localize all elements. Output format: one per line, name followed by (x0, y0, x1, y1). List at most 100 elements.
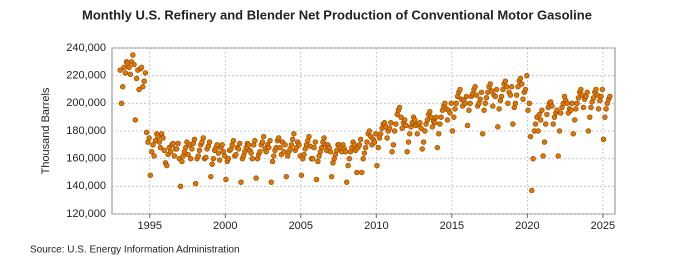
data-point (603, 106, 609, 112)
data-point (210, 155, 217, 162)
data-point (537, 117, 544, 123)
data-point (539, 107, 545, 113)
data-point (598, 93, 604, 100)
data-point (419, 146, 425, 152)
data-point (432, 119, 438, 126)
data-point (542, 121, 549, 127)
data-point (442, 100, 448, 107)
data-point (433, 114, 439, 120)
data-point (578, 86, 584, 93)
data-point (508, 84, 515, 90)
data-point (156, 139, 162, 145)
data-point (375, 144, 382, 151)
data-point (117, 67, 123, 73)
data-point (564, 100, 570, 107)
data-point (405, 139, 412, 145)
x-tick-label: 2015 (440, 220, 464, 232)
data-point (253, 175, 259, 181)
data-point (223, 176, 229, 183)
data-point (513, 92, 520, 98)
data-point (525, 107, 531, 113)
data-point (298, 172, 305, 178)
data-point (126, 64, 132, 71)
data-point (464, 122, 471, 129)
data-point (291, 131, 297, 137)
data-point (540, 153, 546, 159)
data-point (150, 142, 156, 148)
data-point (568, 107, 574, 113)
data-point (396, 104, 403, 111)
data-point (127, 71, 133, 77)
data-point (492, 93, 499, 100)
y-tick-label: 160,000 (66, 153, 106, 165)
data-point (498, 93, 505, 100)
data-point (195, 153, 201, 159)
data-point (281, 149, 287, 155)
data-point (520, 96, 526, 102)
x-tick-label: 2000 (213, 220, 237, 232)
data-point (600, 136, 607, 143)
data-point (453, 100, 459, 107)
data-point (512, 100, 519, 107)
data-point (149, 149, 155, 155)
data-point (388, 119, 394, 126)
data-point (260, 133, 267, 140)
x-tick-label: 2005 (289, 220, 313, 232)
x-tick-label: 1995 (138, 220, 162, 232)
data-point (354, 169, 360, 176)
data-point (555, 153, 561, 159)
data-point (282, 142, 288, 148)
data-point (130, 52, 136, 58)
data-point (209, 161, 215, 167)
data-point (378, 131, 384, 137)
data-point (357, 136, 364, 143)
data-point (179, 158, 185, 165)
data-point (580, 104, 587, 111)
data-point (361, 150, 368, 156)
data-point (488, 88, 495, 94)
data-point (510, 121, 516, 127)
data-point (351, 142, 357, 148)
data-point (318, 144, 325, 151)
data-point (462, 100, 468, 107)
data-point (216, 157, 223, 163)
data-point (422, 128, 428, 134)
data-point (483, 95, 490, 101)
data-point (192, 180, 199, 187)
data-point (191, 136, 198, 143)
data-point (252, 137, 258, 144)
data-point (544, 111, 550, 118)
data-point (276, 135, 282, 141)
data-point (155, 133, 161, 140)
data-point (390, 142, 397, 148)
data-point (167, 149, 174, 155)
data-point (472, 84, 478, 90)
data-point (447, 110, 453, 116)
chart-title: Monthly U.S. Refinery and Blender Net Pr… (82, 7, 592, 22)
data-point (183, 144, 189, 151)
data-point (536, 111, 543, 118)
data-point (424, 117, 431, 123)
data-point (507, 92, 514, 98)
data-point (245, 142, 252, 148)
y-tick-label: 200,000 (66, 97, 106, 109)
data-point (496, 106, 502, 112)
data-point (467, 100, 473, 107)
data-point (215, 150, 222, 156)
data-point (364, 139, 370, 145)
data-point (418, 125, 424, 131)
data-point (429, 124, 436, 130)
data-point (451, 114, 457, 120)
data-point (248, 150, 254, 156)
data-point (175, 140, 181, 147)
data-point (403, 122, 409, 129)
data-point (407, 131, 413, 137)
data-point (478, 89, 485, 95)
data-point (558, 110, 564, 116)
data-point (177, 183, 184, 190)
data-point (505, 100, 511, 107)
data-point (230, 137, 237, 144)
data-point (374, 162, 380, 169)
data-point (574, 100, 580, 107)
data-point (143, 129, 150, 136)
